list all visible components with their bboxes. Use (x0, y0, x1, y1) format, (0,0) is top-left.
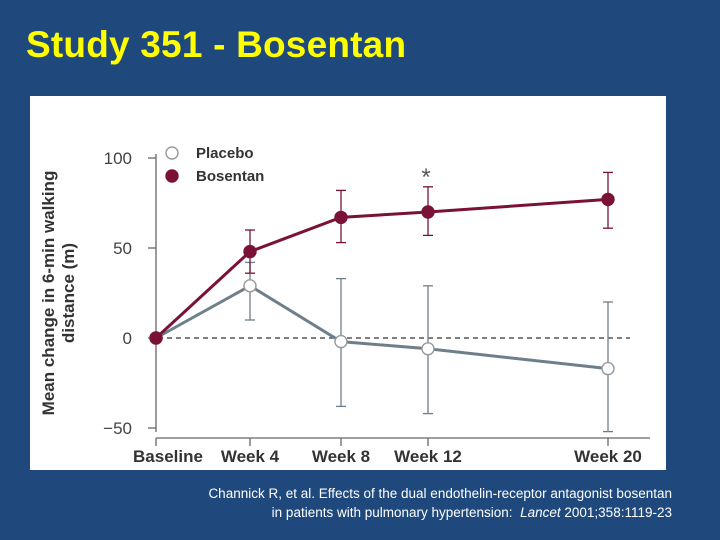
citation-reference: 2001;358:1119-23 (564, 505, 672, 520)
bosentan-point (334, 210, 348, 225)
placebo-point (334, 334, 348, 349)
placebo-point (421, 342, 435, 356)
y-tick-label: 50 (113, 239, 132, 258)
x-tick-label: Week 8 (312, 447, 370, 466)
y-axis-title-line-2: distance (m) (59, 243, 78, 343)
y-axis-title-line-1: Mean change in 6-min walking (39, 171, 58, 416)
slide-title: Study 351 - Bosentan (26, 24, 407, 65)
bosentan-legend-marker (165, 169, 179, 183)
chart-panel: 100 50 0 −50 Baseline Week 4 Week 8 Week 12 Week… (30, 96, 666, 470)
bosentan-point (601, 192, 615, 207)
bosentan-line (154, 197, 609, 340)
y-tick-label: −50 (103, 419, 132, 438)
bosentan-point (243, 244, 257, 259)
bosentan-point (149, 331, 163, 345)
placebo-legend-label: Placebo (196, 145, 254, 162)
placebo-legend-marker (165, 146, 179, 160)
y-tick-label: 0 (123, 329, 132, 348)
citation: Channick R, et al. Effects of the dual e… (100, 484, 672, 522)
x-tick-label: Week 4 (221, 447, 280, 466)
x-tick-label: Week 20 (574, 447, 642, 466)
citation-text: in patients with pulmonary hypertension: (271, 505, 513, 520)
placebo-point (601, 361, 615, 376)
significance-asterisk: * (421, 164, 430, 191)
citation-journal: Lancet (520, 505, 561, 520)
placebo-point (243, 279, 257, 293)
bosentan-legend-label: Bosentan (196, 168, 264, 185)
y-tick-label: 100 (104, 149, 132, 168)
citation-line-2: in patients with pulmonary hypertension:… (100, 503, 672, 522)
x-tick-label: Baseline (133, 447, 203, 466)
placebo-line (155, 284, 609, 371)
citation-line-1: Channick R, et al. Effects of the dual e… (208, 486, 672, 501)
x-tick-label: Week 12 (394, 447, 462, 466)
bosentan-point (421, 205, 435, 219)
